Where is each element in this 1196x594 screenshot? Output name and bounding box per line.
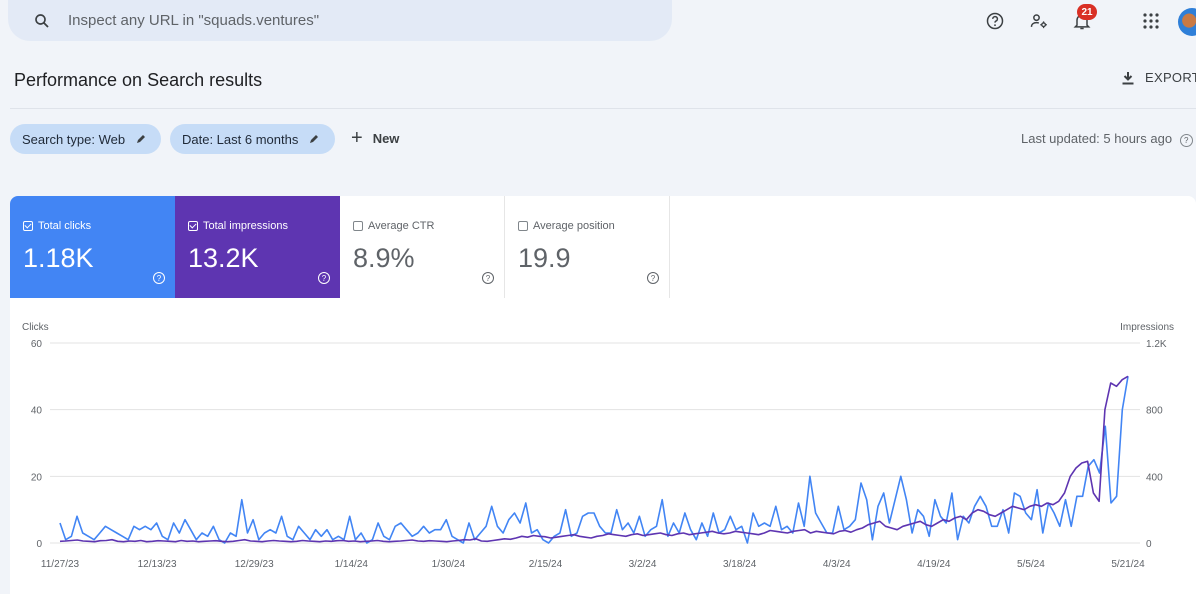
new-label: New bbox=[372, 130, 400, 146]
metric-average-ctr[interactable]: Average CTR 8.9% ? bbox=[340, 196, 505, 298]
last-updated-text: Last updated: 5 hours ago ? bbox=[1021, 131, 1193, 147]
checkbox-icon[interactable] bbox=[23, 221, 33, 231]
y-right-tick-label: 800 bbox=[1146, 406, 1163, 417]
checkbox-icon[interactable] bbox=[188, 221, 198, 231]
metric-label: Total impressions bbox=[203, 220, 288, 232]
help-icon[interactable]: ? bbox=[318, 272, 330, 284]
x-tick-label: 12/13/23 bbox=[138, 559, 177, 570]
x-tick-label: 1/30/24 bbox=[432, 559, 466, 570]
series-line-clicks bbox=[59, 376, 1129, 544]
search-input[interactable]: Inspect any URL in "squads.ventures" bbox=[68, 12, 320, 29]
x-tick-label: 12/29/23 bbox=[235, 559, 274, 570]
x-tick-label: 4/3/24 bbox=[823, 559, 851, 570]
x-tick-label: 2/15/24 bbox=[529, 559, 563, 570]
left-axis-title: Clicks bbox=[22, 322, 49, 333]
help-icon[interactable]: ? bbox=[647, 272, 659, 284]
y-left-tick-label: 60 bbox=[31, 339, 43, 350]
y-right-tick-label: 1.2K bbox=[1146, 339, 1167, 350]
x-tick-label: 5/5/24 bbox=[1017, 559, 1045, 570]
y-left-tick-label: 0 bbox=[36, 539, 42, 550]
apps-icon[interactable] bbox=[1139, 9, 1163, 33]
url-inspection-search[interactable]: Inspect any URL in "squads.ventures" bbox=[8, 0, 672, 41]
metric-value: 19.9 bbox=[518, 243, 571, 273]
page-title: Performance on Search results bbox=[14, 70, 263, 90]
metric-total-clicks[interactable]: Total clicks 1.18K ? bbox=[10, 196, 175, 298]
y-left-tick-label: 40 bbox=[31, 406, 43, 417]
metric-value: 8.9% bbox=[353, 243, 415, 273]
divider bbox=[10, 108, 1196, 109]
plus-icon: + bbox=[351, 127, 363, 149]
y-right-tick-label: 400 bbox=[1146, 472, 1163, 483]
date-label: Date: Last 6 months bbox=[182, 131, 299, 147]
search-type-label: Search type: Web bbox=[22, 131, 126, 147]
top-bar: Inspect any URL in "squads.ventures" 21 bbox=[0, 0, 1196, 46]
checkbox-icon[interactable] bbox=[518, 221, 528, 231]
metric-value: 1.18K bbox=[23, 243, 94, 273]
export-button[interactable]: EXPORT bbox=[1121, 70, 1196, 85]
x-tick-label: 4/19/24 bbox=[917, 559, 951, 570]
metric-value: 13.2K bbox=[188, 243, 259, 273]
edit-icon bbox=[137, 135, 146, 143]
metric-label: Average position bbox=[533, 220, 615, 232]
x-tick-label: 11/27/23 bbox=[41, 559, 80, 570]
x-tick-label: 3/2/24 bbox=[629, 559, 657, 570]
metric-label: Total clicks bbox=[38, 220, 92, 232]
new-filter-button[interactable]: + New bbox=[351, 128, 399, 148]
x-tick-label: 1/14/24 bbox=[335, 559, 369, 570]
series-line-impressions bbox=[59, 375, 1129, 543]
y-left-tick-label: 20 bbox=[31, 472, 43, 483]
metric-total-impressions[interactable]: Total impressions 13.2K ? bbox=[175, 196, 340, 298]
help-icon[interactable]: ? bbox=[153, 272, 165, 284]
avatar[interactable] bbox=[1178, 8, 1196, 36]
help-icon[interactable]: ? bbox=[1179, 134, 1193, 147]
metric-label: Average CTR bbox=[368, 220, 435, 232]
search-icon bbox=[35, 13, 49, 28]
search-type-filter-chip[interactable]: Search type: Web bbox=[10, 124, 161, 154]
export-label: EXPORT bbox=[1145, 70, 1196, 85]
edit-icon bbox=[310, 135, 319, 143]
metric-average-position[interactable]: Average position 19.9 ? bbox=[505, 196, 670, 298]
checkbox-icon[interactable] bbox=[353, 221, 363, 231]
right-axis-title: Impressions bbox=[1120, 322, 1174, 333]
performance-chart: Clicks Impressions 0 20 40 60 0 400 800 1.2K 11/27… bbox=[22, 322, 1174, 570]
x-tick-label: 5/21/24 bbox=[1111, 559, 1145, 570]
date-filter-chip[interactable]: Date: Last 6 months bbox=[170, 124, 335, 154]
x-tick-label: 3/18/24 bbox=[723, 559, 757, 570]
help-icon[interactable] bbox=[983, 9, 1007, 33]
manage-users-icon[interactable] bbox=[1027, 9, 1051, 33]
notification-badge: 21 bbox=[1077, 4, 1097, 20]
download-icon bbox=[1122, 71, 1134, 84]
help-icon[interactable]: ? bbox=[482, 272, 494, 284]
y-right-tick-label: 0 bbox=[1146, 539, 1152, 550]
